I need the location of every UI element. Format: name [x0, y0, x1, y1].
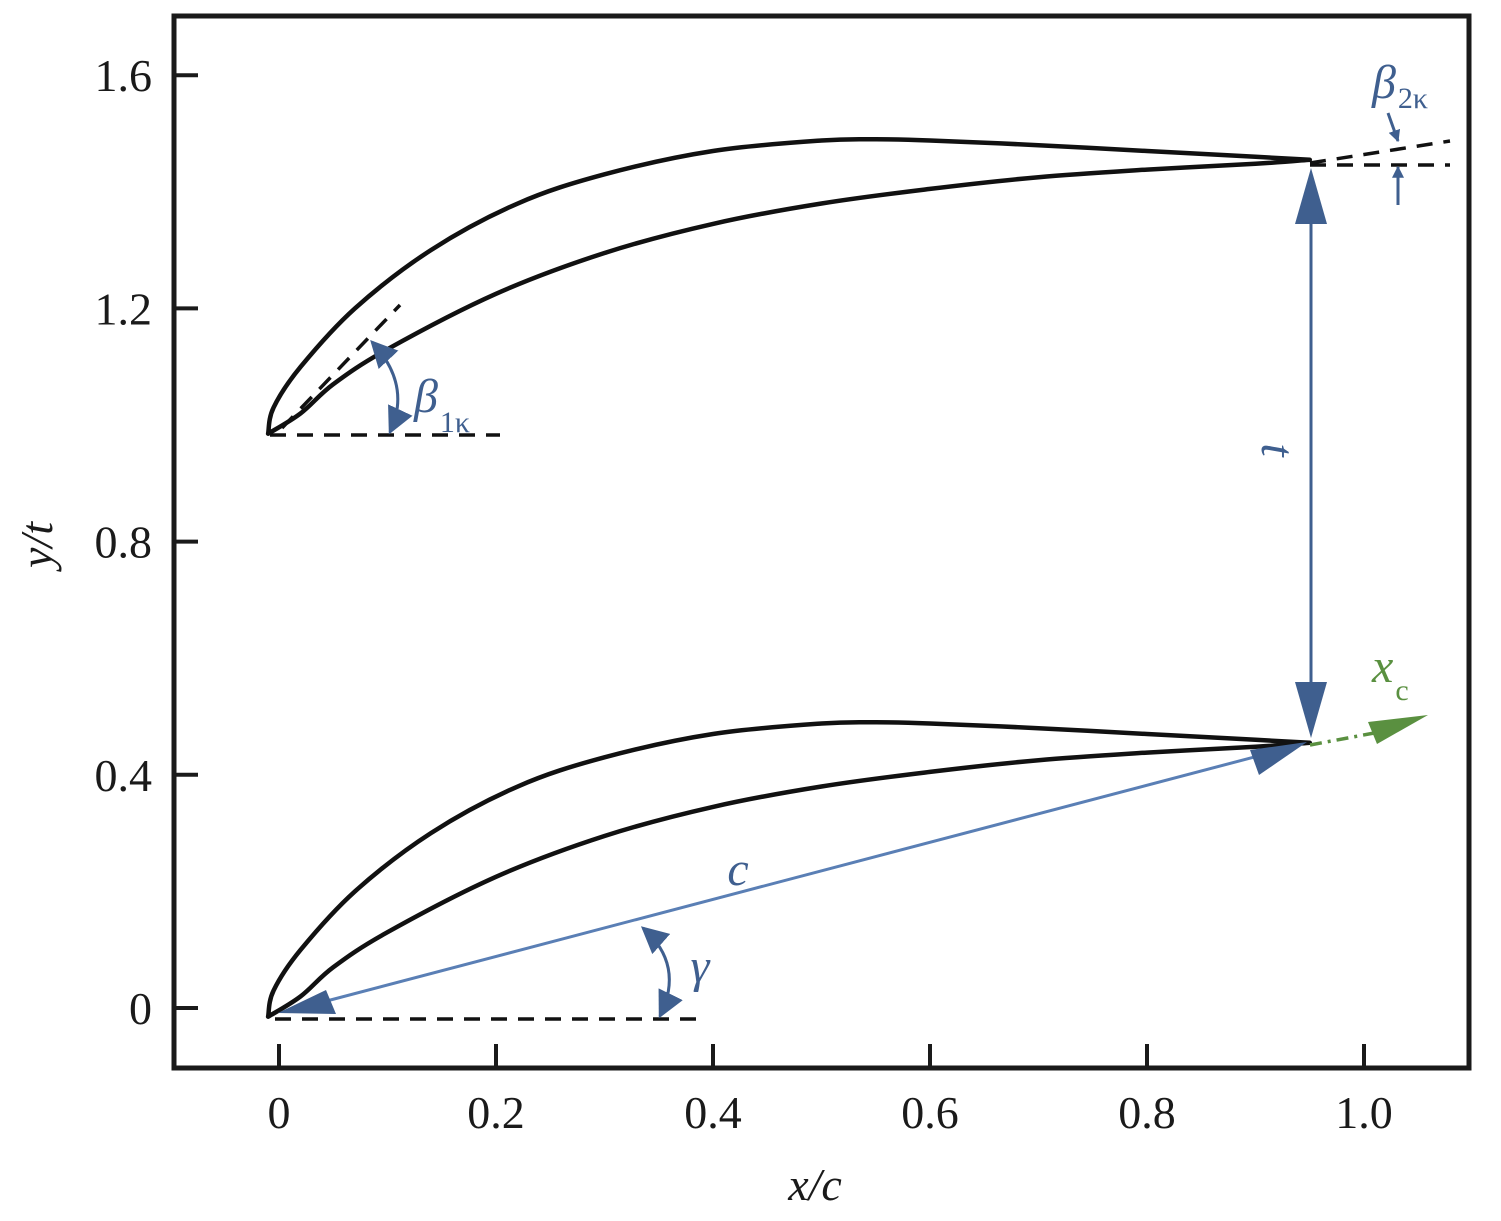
outlet-angle-subscript: 2κ	[1398, 82, 1428, 115]
y-axis-title: y/t	[11, 521, 62, 572]
plot-frame	[171, 13, 1472, 1071]
y-tick-label: 0.4	[95, 750, 153, 801]
y-tick-label: 0.8	[95, 517, 153, 568]
xc-axis-line	[1309, 729, 1386, 747]
x-tick-label: 0.4	[684, 1087, 742, 1138]
blade-profiles	[265, 136, 1313, 1019]
inlet-angle-symbol: β	[413, 370, 438, 423]
x-tick-label: 0.2	[467, 1087, 525, 1138]
inlet-angle-label: β1κ	[413, 370, 470, 439]
reference-dashed-lines	[270, 139, 1451, 1021]
axis-ticks	[174, 73, 1366, 1068]
xc-axis-label: xc	[1371, 640, 1409, 707]
axis-tick-labels: 0 0.2 0.4 0.6 0.8 1.0 0 0.4 0.8 1.2 1.6	[95, 50, 1393, 1138]
chord-label: c	[727, 843, 748, 896]
pitch-arrowhead-top	[1295, 168, 1327, 224]
x-tick-label: 1.0	[1335, 1087, 1393, 1138]
pitch-label: t	[1251, 443, 1304, 458]
annotations: c xc t γ β1κ β2κ	[278, 56, 1428, 1019]
x-tick-label: 0	[268, 1087, 291, 1138]
inlet-angle-subscript: 1κ	[440, 406, 470, 439]
blade-profile-lower	[265, 719, 1313, 1019]
stagger-angle-arc	[640, 926, 683, 1019]
pitch-arrowhead-bottom	[1295, 682, 1327, 738]
chord-arrowhead-trailing	[1250, 742, 1307, 775]
y-tick-label: 1.2	[95, 283, 153, 334]
stagger-angle-label: γ	[691, 940, 711, 993]
xc-axis-label-subscript: c	[1395, 674, 1408, 707]
inlet-angle-arc	[370, 340, 413, 435]
blade-profile-upper	[265, 136, 1313, 436]
inlet-blade-angle-dashed-line	[280, 303, 402, 430]
y-tick-label: 1.6	[95, 50, 153, 101]
outlet-angle-pointer-top	[1386, 112, 1401, 143]
xc-axis-label-main: x	[1371, 640, 1393, 693]
outlet-angle-symbol: β	[1371, 56, 1396, 109]
y-tick-label: 0	[129, 983, 152, 1034]
outlet-angle-label: β2κ	[1371, 56, 1428, 115]
x-axis-title: x/c	[787, 1159, 842, 1210]
chord-line	[299, 743, 1301, 1010]
x-tick-label: 0.6	[901, 1087, 959, 1138]
chord-arrowhead-leading	[278, 990, 336, 1014]
xc-axis-arrowhead	[1368, 715, 1428, 744]
outlet-blade-angle-dashed-line	[1309, 139, 1451, 165]
x-tick-label: 0.8	[1118, 1087, 1176, 1138]
